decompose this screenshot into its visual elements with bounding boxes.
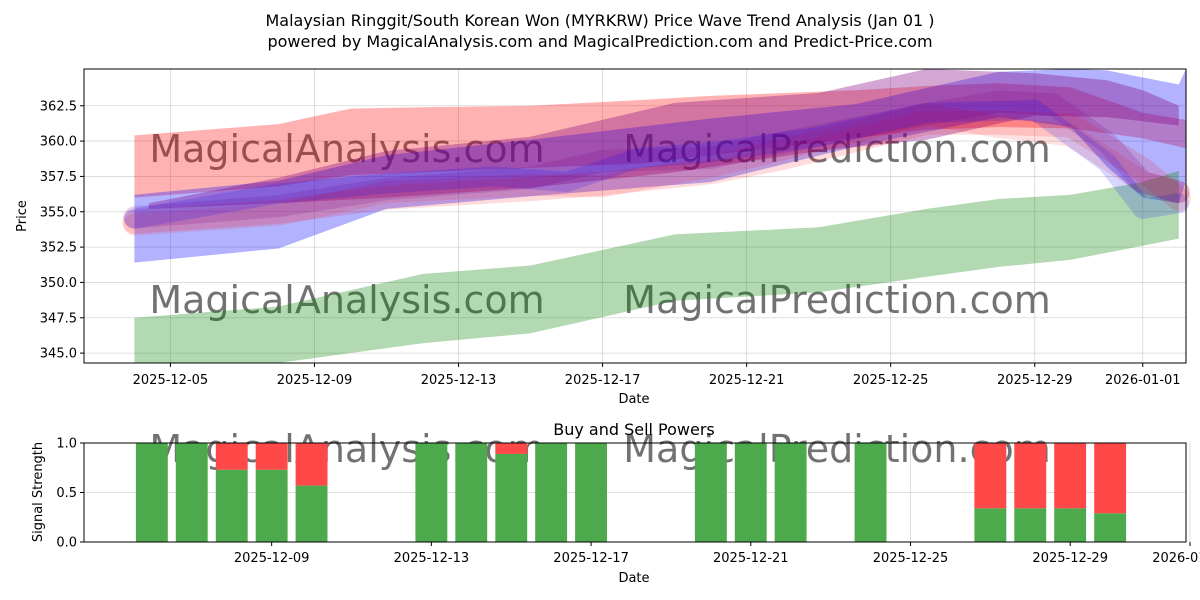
price-wave-line <box>123 103 1190 236</box>
buy-power-bar <box>215 469 248 542</box>
main-y-tick-label: 360.0 <box>40 135 77 150</box>
buy-power-bar <box>175 443 208 542</box>
sell-power-bar <box>495 443 528 454</box>
main-y-tick-label: 362.5 <box>40 99 77 114</box>
sell-power-bar <box>1054 443 1087 509</box>
bar-x-tick-label: 2025-12-25 <box>873 551 949 566</box>
main-x-tick-label: 2025-12-21 <box>709 373 785 388</box>
bar-y-tick-label: 0.5 <box>56 486 77 501</box>
bar-x-tick-label: 2026-01-01 <box>1152 551 1200 566</box>
bar-y-tick-label: 0.0 <box>56 536 77 551</box>
main-x-tick-label: 2025-12-05 <box>133 373 209 388</box>
main-grid <box>84 69 1186 363</box>
main-plot-frame <box>83 68 1187 364</box>
main-y-axis-label: Price <box>15 200 30 232</box>
sell-power-bar <box>215 443 248 470</box>
price-wave-line <box>124 100 1189 229</box>
sell-power-bar <box>1014 443 1047 509</box>
buy-power-bar <box>575 443 607 542</box>
watermark-text: MagicalPrediction.com <box>623 278 1051 322</box>
chart-title: Malaysian Ringgit/South Korean Won (MYRK… <box>265 11 934 30</box>
main-x-tick-label: 2025-12-29 <box>997 373 1073 388</box>
main-x-tick-label: 2025-12-09 <box>277 373 353 388</box>
main-y-ticks: 345.0 347.5 350.0 352.5 355.0 357.5 360.0 362.5 <box>40 99 84 362</box>
sell-power-bar <box>295 443 328 486</box>
buy-power-bar <box>734 443 767 542</box>
main-y-tick-label: 355.0 <box>40 205 77 220</box>
buy-power-bar <box>535 443 568 542</box>
sell-power-bar <box>974 443 1007 509</box>
bar-y-ticks: 0.0 0.5 1.0 <box>56 437 84 551</box>
price-band-blue <box>134 69 1186 263</box>
main-x-tick-label: 2025-12-17 <box>565 373 641 388</box>
bar-x-tick-label: 2025-12-13 <box>394 551 470 566</box>
bar-x-tick-label: 2025-12-21 <box>713 551 789 566</box>
price-wave-line <box>122 110 1191 234</box>
watermark-text: MagicalPrediction.com <box>623 127 1051 171</box>
buy-power-bar <box>1094 513 1127 542</box>
sell-power-bar <box>255 443 288 470</box>
main-x-tick-label: 2026-01-01 <box>1105 373 1181 388</box>
buy-power-bar <box>974 508 1007 542</box>
main-x-tick-label: 2025-12-13 <box>421 373 497 388</box>
sell-power-bar <box>1094 443 1127 514</box>
bar-x-tick-label: 2025-12-17 <box>553 551 629 566</box>
bar-y-tick-label: 1.0 <box>56 437 77 452</box>
main-x-axis-label: Date <box>618 392 649 407</box>
price-band-red <box>134 83 1186 198</box>
watermark-text: MagicalAnalysis.com <box>149 127 544 171</box>
main-y-tick-label: 350.0 <box>40 276 77 291</box>
buy-power-bar <box>495 453 528 542</box>
buy-power-bar <box>415 443 448 542</box>
main-watermark: MagicalAnalysis.com MagicalPrediction.co… <box>149 127 1050 322</box>
bar-chart-title: Buy and Sell Powers <box>553 420 715 439</box>
bar-x-axis-label: Date <box>618 571 649 586</box>
bar-x-ticks: 2025-12-09 2025-12-13 2025-12-17 2025-12-21… <box>234 542 1200 566</box>
bar-y-axis-label: Signal Strength <box>31 442 46 542</box>
main-x-tick-label: 2025-12-25 <box>853 373 929 388</box>
main-y-tick-label: 345.0 <box>40 347 77 362</box>
buy-power-bar <box>854 443 887 542</box>
chart-subtitle: powered by MagicalAnalysis.com and Magic… <box>267 32 932 51</box>
signal-bars <box>135 443 1127 542</box>
buy-power-bar <box>255 469 288 542</box>
buy-power-bar <box>455 443 488 542</box>
bar-x-tick-label: 2025-12-09 <box>234 551 310 566</box>
price-band-purple <box>148 69 1179 209</box>
buy-power-bar <box>1054 508 1087 542</box>
watermark-text: MagicalAnalysis.com <box>149 278 544 322</box>
buy-power-bar <box>774 443 807 542</box>
buy-power-bar <box>1014 508 1047 542</box>
price-wave-line <box>123 90 1190 229</box>
buy-power-bar <box>295 485 328 542</box>
buy-power-bar <box>694 443 727 542</box>
buy-power-bar <box>135 443 168 542</box>
price-waves <box>122 90 1191 236</box>
main-x-ticks: 2025-12-05 2025-12-09 2025-12-13 2025-12-17… <box>133 363 1181 388</box>
main-y-tick-label: 347.5 <box>40 311 77 326</box>
price-bands <box>134 69 1186 363</box>
main-y-tick-label: 357.5 <box>40 170 77 185</box>
price-band-green <box>134 170 1179 363</box>
bar-x-tick-label: 2025-12-29 <box>1032 551 1108 566</box>
main-y-tick-label: 352.5 <box>40 241 77 256</box>
